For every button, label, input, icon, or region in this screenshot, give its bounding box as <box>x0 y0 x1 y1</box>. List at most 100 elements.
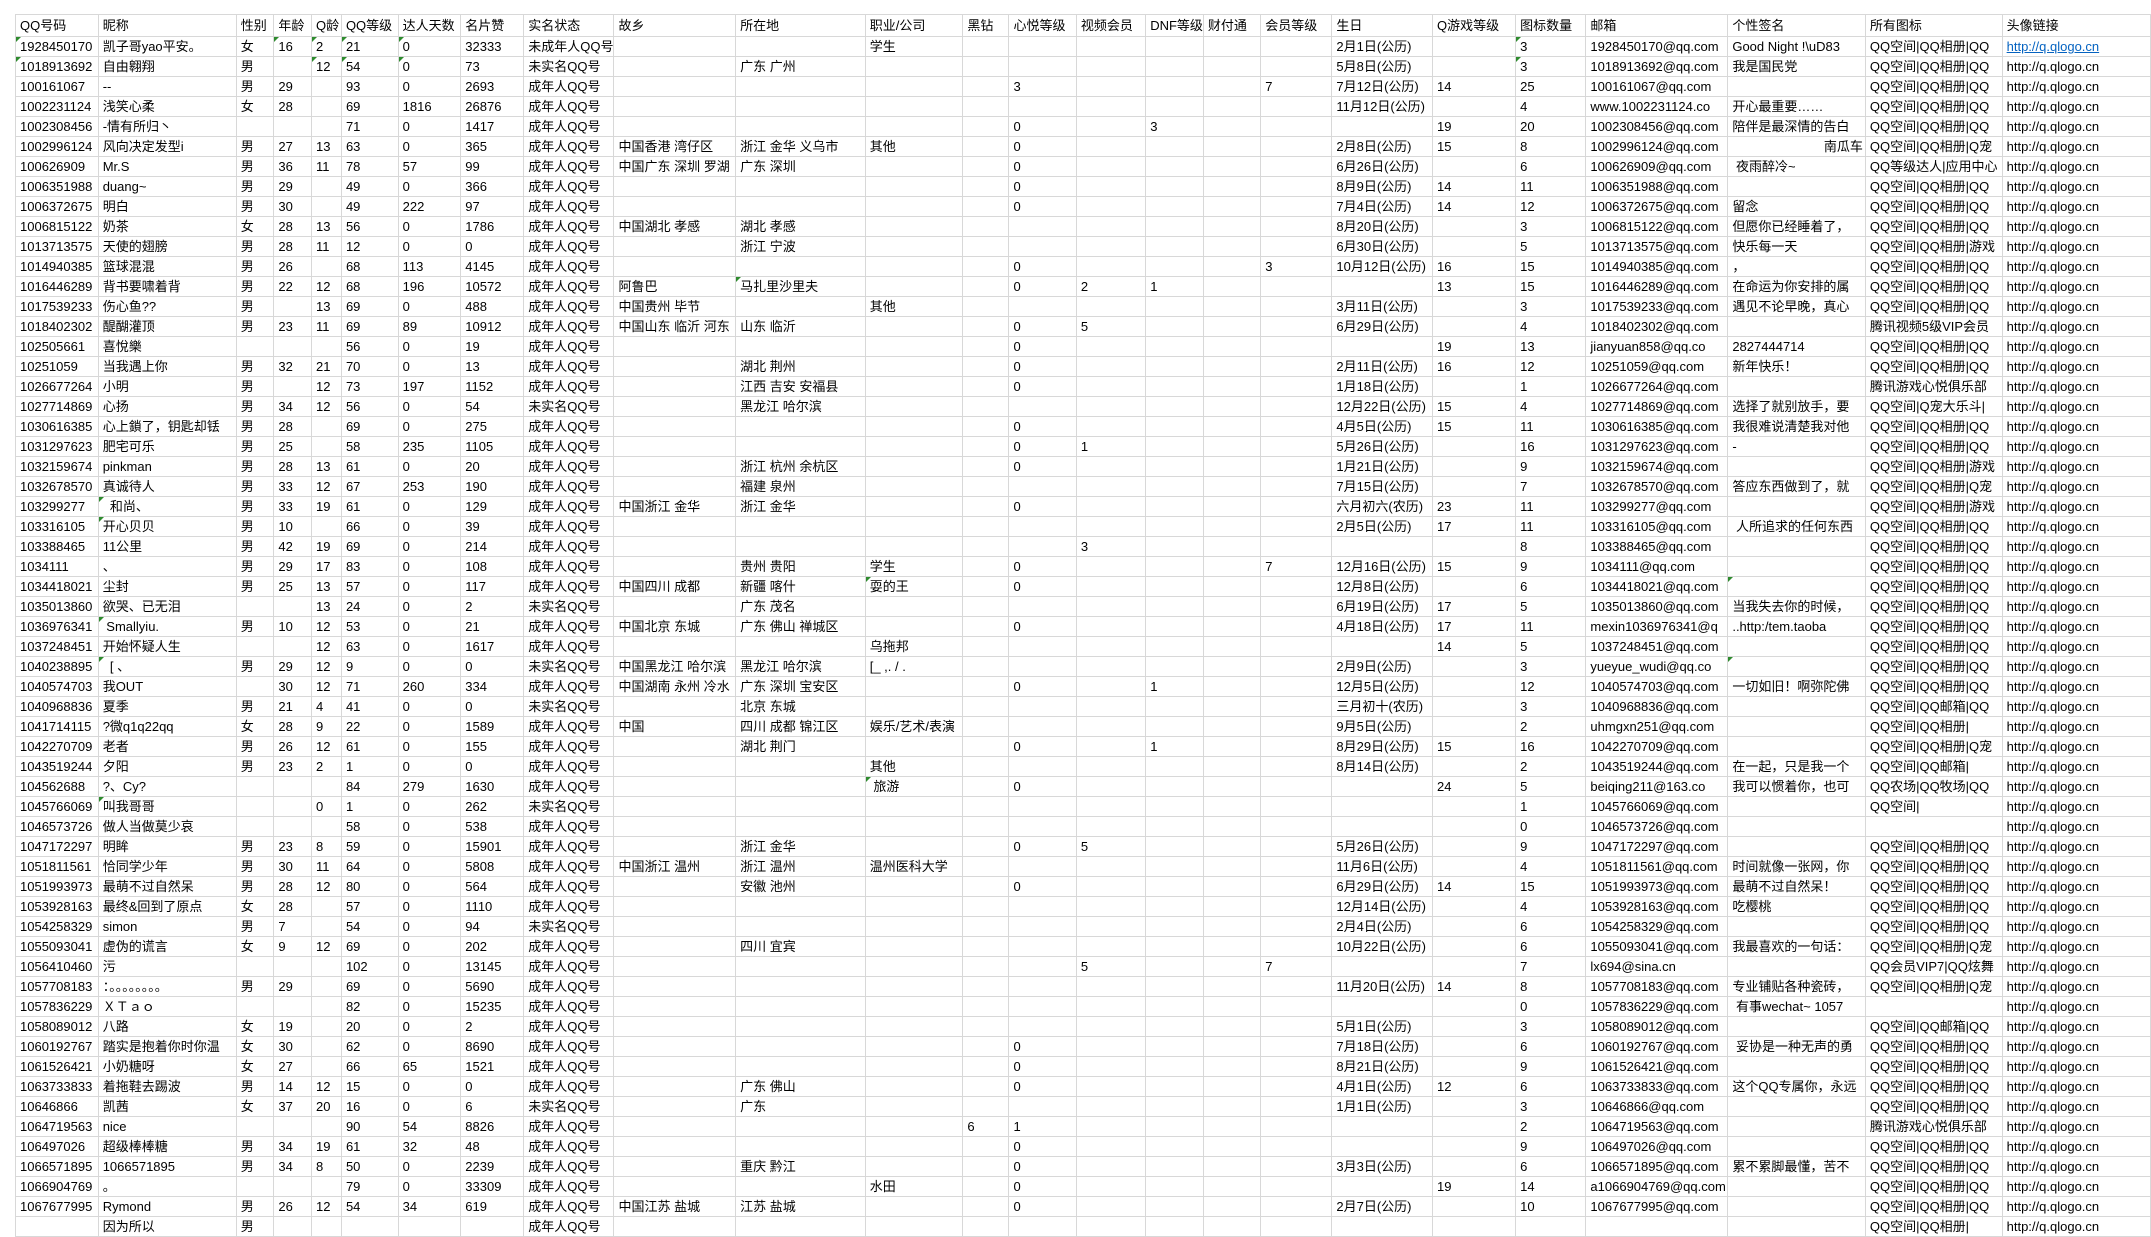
cell-member-level[interactable] <box>1260 796 1333 817</box>
cell-gender[interactable]: 男 <box>235 316 275 337</box>
cell-nickname[interactable]: 夕阳 <box>97 756 237 777</box>
cell-job-company[interactable] <box>864 436 964 457</box>
cell-location[interactable] <box>735 36 866 57</box>
cell-all-icons[interactable]: QQ空间|QQ相册|QQ <box>1864 296 2003 317</box>
cell-signature[interactable] <box>1727 1056 1866 1077</box>
column-header-qq-level[interactable]: QQ等级 <box>340 14 399 37</box>
cell-birthday[interactable]: 3月11日(公历) <box>1331 296 1434 317</box>
cell-xinyue-level[interactable]: 0 <box>1008 456 1077 477</box>
cell-avatar-link[interactable]: http://q.qlogo.cn <box>2001 976 2151 997</box>
cell-location[interactable] <box>735 916 866 937</box>
cell-gender[interactable]: 男 <box>235 1076 275 1097</box>
cell-q-game-level[interactable]: 17 <box>1432 596 1517 617</box>
cell-realname-status[interactable]: 成年人QQ号 <box>523 276 615 297</box>
cell-avatar-link[interactable]: http://q.qlogo.cn <box>2001 96 2151 117</box>
cell-signature[interactable]: 当我失去你的时候， <box>1727 596 1866 617</box>
cell-realname-status[interactable]: 未实名QQ号 <box>523 796 615 817</box>
cell-email[interactable]: 10646866@qq.com <box>1585 1096 1729 1117</box>
cell-q-game-level[interactable] <box>1432 816 1517 837</box>
cell-avatar-link[interactable]: http://q.qlogo.cn <box>2001 956 2151 977</box>
cell-card-likes[interactable]: 5690 <box>460 976 525 997</box>
cell-gender[interactable] <box>235 776 275 797</box>
cell-q-age[interactable]: 12 <box>311 656 342 677</box>
cell-card-likes[interactable]: 262 <box>460 796 525 817</box>
cell-hometown[interactable] <box>613 556 737 577</box>
cell-hometown[interactable] <box>613 96 737 117</box>
cell-dnf-level[interactable] <box>1145 416 1204 437</box>
cell-tenpay[interactable] <box>1202 1076 1262 1097</box>
cell-hometown[interactable] <box>613 1096 737 1117</box>
cell-q-age[interactable] <box>311 116 342 137</box>
cell-avatar-link[interactable]: http://q.qlogo.cn <box>2001 316 2151 337</box>
cell-birthday[interactable] <box>1331 796 1434 817</box>
cell-dnf-level[interactable] <box>1145 556 1204 577</box>
cell-avatar-link[interactable]: http://q.qlogo.cn <box>2001 576 2151 597</box>
cell-all-icons[interactable]: QQ农场|QQ牧场|QQ <box>1864 776 2003 797</box>
cell-age[interactable]: 16 <box>273 36 313 57</box>
cell-location[interactable] <box>735 816 866 837</box>
cell-member-level[interactable] <box>1260 576 1333 597</box>
cell-email[interactable]: 1013713575@qq.com <box>1585 236 1729 257</box>
cell-qq-number[interactable]: 106497026 <box>15 1136 99 1157</box>
cell-daren-days[interactable]: 0 <box>397 736 462 757</box>
cell-video-vip[interactable]: 5 <box>1075 836 1147 857</box>
cell-tenpay[interactable] <box>1202 156 1262 177</box>
cell-dnf-level[interactable] <box>1145 936 1204 957</box>
cell-age[interactable] <box>273 116 313 137</box>
cell-tenpay[interactable] <box>1202 576 1262 597</box>
cell-q-age[interactable]: 12 <box>311 636 342 657</box>
cell-signature[interactable]: 妥协是一种无声的勇 <box>1727 1036 1866 1057</box>
cell-qq-number[interactable]: 1040968836 <box>15 696 99 717</box>
cell-qq-level[interactable]: 58 <box>340 816 399 837</box>
cell-realname-status[interactable]: 成年人QQ号 <box>523 536 615 557</box>
cell-video-vip[interactable] <box>1075 296 1147 317</box>
cell-job-company[interactable] <box>864 1156 964 1177</box>
cell-hometown[interactable] <box>613 1076 737 1097</box>
cell-qq-level[interactable]: 69 <box>340 296 399 317</box>
cell-daren-days[interactable]: 0 <box>397 176 462 197</box>
cell-nickname[interactable]: 开始怀疑人生 <box>97 636 237 657</box>
cell-qq-number[interactable]: 1066571895 <box>15 1156 99 1177</box>
cell-member-level[interactable] <box>1260 216 1333 237</box>
cell-video-vip[interactable] <box>1075 1156 1147 1177</box>
cell-black-diamond[interactable] <box>962 1036 1010 1057</box>
column-header-gender[interactable]: 性别 <box>235 14 275 37</box>
cell-icon-count[interactable]: 9 <box>1515 1136 1587 1157</box>
cell-hometown[interactable] <box>613 1036 737 1057</box>
column-header-avatar-link[interactable]: 头像链接 <box>2001 14 2151 37</box>
cell-nickname[interactable]: -- <box>97 76 237 97</box>
cell-card-likes[interactable]: 2 <box>460 596 525 617</box>
cell-tenpay[interactable] <box>1202 1056 1262 1077</box>
cell-card-likes[interactable]: 202 <box>460 936 525 957</box>
cell-avatar-link[interactable]: http://q.qlogo.cn <box>2001 1036 2151 1057</box>
cell-hometown[interactable] <box>613 476 737 497</box>
cell-card-likes[interactable]: 2 <box>460 1016 525 1037</box>
cell-card-likes[interactable]: 13145 <box>460 956 525 977</box>
cell-age[interactable]: 14 <box>273 1076 313 1097</box>
cell-gender[interactable] <box>235 956 275 977</box>
cell-video-vip[interactable] <box>1075 1136 1147 1157</box>
cell-card-likes[interactable]: 2239 <box>460 1156 525 1177</box>
cell-birthday[interactable]: 12月22日(公历) <box>1331 396 1434 417</box>
cell-avatar-link[interactable]: http://q.qlogo.cn <box>2001 116 2151 137</box>
cell-nickname[interactable]: 恰同学少年 <box>97 856 237 877</box>
cell-member-level[interactable] <box>1260 976 1333 997</box>
cell-dnf-level[interactable] <box>1145 436 1204 457</box>
cell-birthday[interactable]: 1月21日(公历) <box>1331 456 1434 477</box>
cell-qq-level[interactable]: 71 <box>340 116 399 137</box>
cell-q-age[interactable] <box>311 816 342 837</box>
cell-icon-count[interactable]: 6 <box>1515 1036 1587 1057</box>
cell-q-game-level[interactable] <box>1432 1016 1517 1037</box>
cell-nickname[interactable]: 明眸 <box>97 836 237 857</box>
cell-dnf-level[interactable]: 1 <box>1145 276 1204 297</box>
cell-nickname[interactable]: 开心贝贝 <box>97 516 237 537</box>
cell-job-company[interactable]: [_ ,. / . <box>864 656 964 677</box>
cell-age[interactable]: 30 <box>273 676 313 697</box>
cell-dnf-level[interactable] <box>1145 896 1204 917</box>
cell-qq-number[interactable]: 1042270709 <box>15 736 99 757</box>
cell-xinyue-level[interactable]: 0 <box>1008 176 1077 197</box>
cell-signature[interactable] <box>1727 956 1866 977</box>
cell-all-icons[interactable]: QQ空间|QQ相册|QQ <box>1864 1056 2003 1077</box>
cell-icon-count[interactable]: 5 <box>1515 776 1587 797</box>
cell-gender[interactable]: 男 <box>235 536 275 557</box>
